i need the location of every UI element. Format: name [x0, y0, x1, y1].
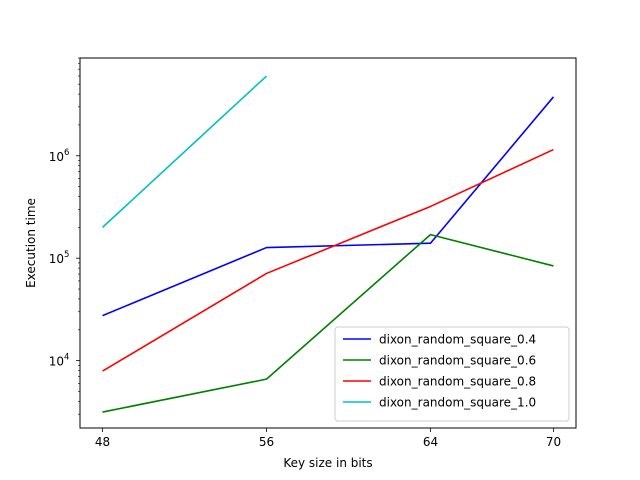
- y-tick-exponent: 5: [64, 250, 69, 260]
- y-tick-label: 10: [49, 252, 64, 266]
- series-line-4: [102, 75, 268, 228]
- legend-label: dixon_random_square_0.8: [379, 375, 536, 389]
- series-line-2: [102, 233, 554, 413]
- y-tick-exponent: 6: [64, 148, 69, 158]
- legend: dixon_random_square_0.4 dixon_random_squa…: [334, 326, 570, 422]
- x-tick-label: 48: [95, 435, 110, 449]
- legend-label: dixon_random_square_1.0: [379, 396, 536, 410]
- x-tick-label: 70: [546, 435, 561, 449]
- series-layer: [102, 75, 555, 413]
- series-line-1: [102, 96, 555, 317]
- y-tick-label: 10: [49, 355, 64, 369]
- y-tick-exponent: 4: [64, 353, 69, 363]
- legend-label: dixon_random_square_0.6: [379, 354, 536, 368]
- plot-frame: [79, 57, 577, 429]
- y-axis-label: Execution time: [24, 198, 38, 288]
- legend-label: dixon_random_square_0.4: [379, 333, 536, 347]
- series-line-3: [102, 148, 554, 372]
- legend-box: [334, 326, 570, 422]
- x-tick-label: 64: [423, 435, 438, 449]
- x-axis: 48 56 64 70: [95, 428, 561, 449]
- y-tick-label: 10: [49, 150, 64, 164]
- x-tick-label: 56: [259, 435, 274, 449]
- x-axis-label: Key size in bits: [283, 456, 372, 470]
